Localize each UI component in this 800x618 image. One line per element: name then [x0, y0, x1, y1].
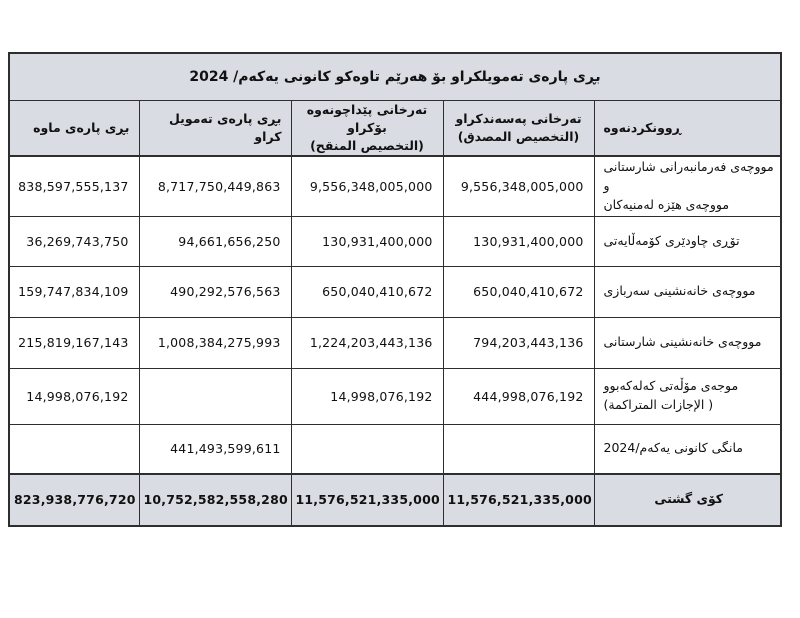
cell-funded	[138, 367, 292, 425]
table-row: 14,998,076,192 14,998,076,192 444,998,07…	[8, 367, 782, 425]
cell-funded: 1,008,384,275,993	[138, 316, 292, 369]
table-row: 215,819,167,143 1,008,384,275,993 1,224,…	[8, 316, 782, 369]
total-approved: 11,576,521,335,000	[442, 472, 595, 527]
cell-revised: 130,931,400,000	[290, 215, 444, 267]
header-revised-allocation: تەرخانی پێداچونەوە بۆکراو (التخصيص المنق…	[290, 100, 444, 158]
cell-revised: 9,556,348,005,000	[290, 155, 444, 217]
cell-funded: 490,292,576,563	[138, 265, 292, 318]
table-row: 441,493,599,611 مانگی کانونی یەکەم/2024	[8, 423, 782, 475]
cell-approved: 444,998,076,192	[442, 367, 595, 425]
cell-description: مووچەی فەرمانبەرانی شارستانی و مووچەی هێ…	[593, 155, 782, 217]
header-description: ڕوونکردنەوە	[593, 100, 782, 158]
total-row: 823,938,776,720 10,752,582,558,280 11,57…	[8, 472, 782, 527]
cell-description: مانگی کانونی یەکەم/2024	[593, 423, 782, 475]
header-funded-amount: بڕی پارەی تەمویل کراو	[138, 100, 292, 158]
header-row: بڕی پارەی ماوە بڕی پارەی تەمویل کراو تەر…	[8, 100, 782, 158]
total-funded: 10,752,582,558,280	[138, 472, 292, 527]
cell-remaining: 215,819,167,143	[8, 316, 140, 369]
cell-funded: 441,493,599,611	[138, 423, 292, 475]
table-row: 36,269,743,750 94,661,656,250 130,931,40…	[8, 215, 782, 267]
header-approved-allocation: تەرخانی پەسەندکراو (التخصيص المصدق)	[442, 100, 595, 158]
table-row: 159,747,834,109 490,292,576,563 650,040,…	[8, 265, 782, 318]
cell-remaining	[8, 423, 140, 475]
cell-remaining: 36,269,743,750	[8, 215, 140, 267]
cell-funded: 8,717,750,449,863	[138, 155, 292, 217]
cell-funded: 94,661,656,250	[138, 215, 292, 267]
cell-revised: 650,040,410,672	[290, 265, 444, 318]
cell-revised	[290, 423, 444, 475]
total-remaining: 823,938,776,720	[8, 472, 140, 527]
cell-revised: 1,224,203,443,136	[290, 316, 444, 369]
table-row: 838,597,555,137 8,717,750,449,863 9,556,…	[8, 155, 782, 217]
total-revised: 11,576,521,335,000	[290, 472, 444, 527]
cell-description: مووچەی خانەنشینی سەربازی	[593, 265, 782, 318]
title-row: بڕی پارەی تەمویلکراو بۆ هەرێم تاوەکو کان…	[8, 52, 782, 101]
header-remaining-amount: بڕی پارەی ماوە	[8, 100, 140, 158]
cell-approved: 794,203,443,136	[442, 316, 595, 369]
cell-approved: 9,556,348,005,000	[442, 155, 595, 217]
table-title: بڕی پارەی تەمویلکراو بۆ هەرێم تاوەکو کان…	[8, 52, 782, 101]
cell-description: مووچەی خانەنشینی شارستانی	[593, 316, 782, 369]
cell-remaining: 14,998,076,192	[8, 367, 140, 425]
cell-remaining: 159,747,834,109	[8, 265, 140, 318]
total-label: کۆی گشتی	[593, 472, 782, 527]
cell-approved: 650,040,410,672	[442, 265, 595, 318]
cell-revised: 14,998,076,192	[290, 367, 444, 425]
cell-description: تۆڕی چاودێری کۆمەڵایەتی	[593, 215, 782, 267]
cell-description: موجەی مۆڵەتی کەلەکەبوو ( الإجازات المترا…	[593, 367, 782, 425]
cell-approved: 130,931,400,000	[442, 215, 595, 267]
cell-approved	[442, 423, 595, 475]
cell-remaining: 838,597,555,137	[8, 155, 140, 217]
budget-table: بڕی پارەی تەمویلکراو بۆ هەرێم تاوەکو کان…	[8, 52, 782, 527]
